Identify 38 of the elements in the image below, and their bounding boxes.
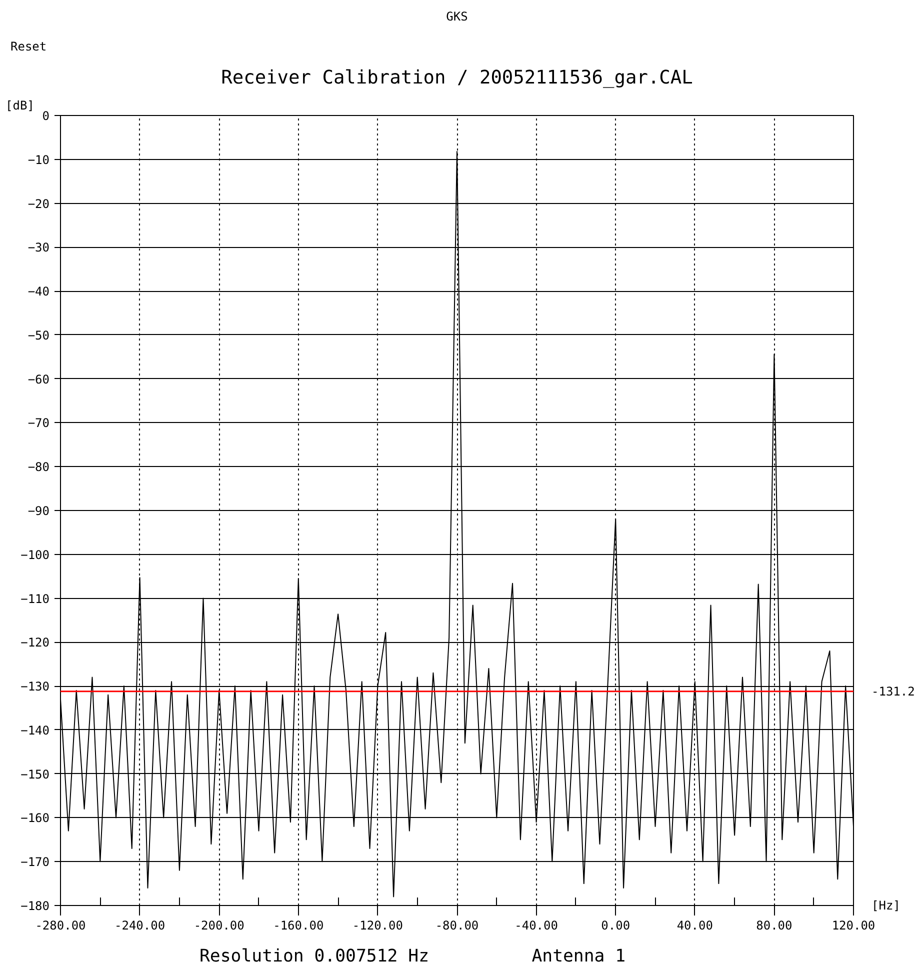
- y-tick-label: −150: [20, 767, 50, 782]
- y-tick-label: −20: [28, 196, 50, 211]
- y-tick-label: −30: [28, 240, 50, 255]
- x-tick-label: 40.00: [676, 918, 713, 932]
- y-tick-label: −170: [20, 855, 50, 870]
- y-axis-title: [dB]: [6, 98, 34, 112]
- x-tick-label: -200.00: [194, 918, 244, 932]
- chart-title: Receiver Calibration / 20052111536_gar.CAL: [221, 68, 693, 88]
- x-axis-title: [Hz]: [872, 898, 900, 912]
- x-tick-label: -80.00: [435, 918, 479, 932]
- y-tick-label: −40: [28, 284, 50, 299]
- y-tick-label: −50: [28, 328, 50, 342]
- y-tick-label: −60: [28, 372, 50, 386]
- y-tick-label: −70: [28, 416, 50, 430]
- text: Resolution 0.007512 Hz: [200, 946, 430, 966]
- y-tick-label: −80: [28, 460, 50, 474]
- text: Antenna 1: [532, 946, 626, 966]
- x-tick-label: 120.00: [832, 918, 876, 932]
- x-tick-label: -160.00: [273, 918, 324, 932]
- y-tick-label: 0: [42, 109, 50, 123]
- x-tick-label: -120.00: [352, 918, 403, 932]
- ref-line-label: -131.2: [872, 684, 915, 698]
- y-tick-label: −100: [20, 548, 50, 562]
- y-tick-label: −10: [28, 152, 50, 167]
- x-tick-label: -240.00: [114, 918, 166, 932]
- x-tick-label: 0.00: [601, 918, 630, 932]
- y-tick-label: −160: [20, 811, 50, 826]
- y-tick-label: −180: [20, 899, 50, 913]
- x-tick-label: 80.00: [756, 918, 792, 932]
- y-tick-label: −110: [20, 592, 50, 606]
- y-tick-label: −120: [20, 636, 50, 650]
- x-tick-label: -40.00: [514, 918, 558, 932]
- text: GKS: [446, 10, 468, 24]
- text: Reset: [10, 40, 47, 54]
- y-tick-label: −130: [20, 680, 50, 694]
- x-tick-label: -280.00: [35, 918, 86, 932]
- y-tick-label: −140: [20, 723, 50, 738]
- y-tick-label: −90: [28, 504, 50, 518]
